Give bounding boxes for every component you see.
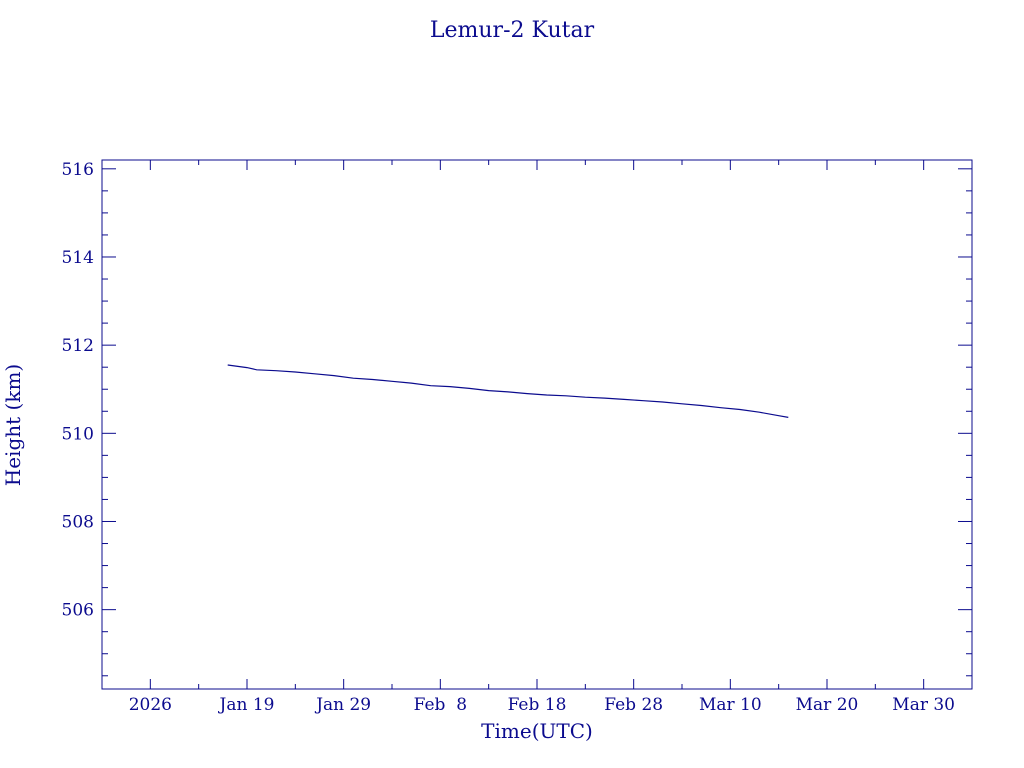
x-tick-label: Feb 18 bbox=[508, 695, 567, 715]
x-tick-label: Jan 29 bbox=[314, 695, 371, 715]
ticks bbox=[102, 160, 972, 689]
x-tick-label: 2026 bbox=[129, 695, 172, 715]
x-axis-label: Time(UTC) bbox=[481, 719, 593, 743]
x-tick-label: Mar 30 bbox=[892, 695, 955, 715]
tick-labels: 2026 Jan 19 Jan 29 Feb 8 Feb 18 Feb 28 Mar 10 M… bbox=[62, 160, 955, 715]
series bbox=[227, 364, 789, 418]
y-tick-label: 510 bbox=[62, 424, 94, 444]
y-tick-label: 514 bbox=[62, 248, 94, 268]
x-tick-label: Feb 28 bbox=[604, 695, 663, 715]
y-tick-label: 506 bbox=[62, 601, 94, 621]
chart-title: Lemur-2 Kutar bbox=[430, 18, 595, 43]
y-tick-label: 516 bbox=[62, 160, 94, 180]
y-tick-label: 512 bbox=[62, 336, 94, 356]
x-tick-label: Mar 10 bbox=[699, 695, 762, 715]
y-tick-label: 508 bbox=[62, 512, 94, 532]
y-axis-label: Height (km) bbox=[1, 364, 25, 486]
x-tick-label: Mar 20 bbox=[796, 695, 859, 715]
x-tick-label: Feb 8 bbox=[414, 695, 467, 715]
plot-frame bbox=[101, 159, 973, 690]
series-line bbox=[227, 364, 789, 418]
x-tick-label: Jan 19 bbox=[218, 695, 275, 715]
